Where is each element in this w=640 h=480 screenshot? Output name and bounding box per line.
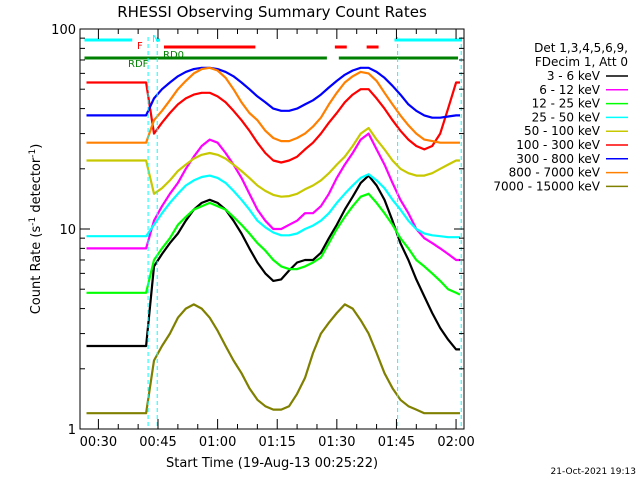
vertical-line-layer — [147, 37, 462, 429]
legend-label-6: 100 - 300 keV — [516, 138, 600, 152]
x-tick-label: 01:45 — [378, 435, 415, 450]
legend-label-8: 800 - 7000 keV — [509, 166, 601, 180]
flag-layer: NF RD0 RDF — [84, 34, 463, 70]
series-line-4 — [86, 173, 460, 239]
x-tick-label: 01:30 — [318, 435, 355, 450]
series-line-3 — [86, 192, 461, 296]
series-line-8 — [86, 66, 460, 144]
flag-label-n: N — [152, 34, 159, 45]
series-line-5 — [86, 126, 460, 198]
legend-label-4: 25 - 50 keV — [532, 110, 601, 124]
y-tick-label: 10 — [59, 223, 76, 238]
legend-label-1: 3 - 6 keV — [547, 69, 601, 83]
y-tick-label: 100 — [51, 23, 76, 38]
x-tick-label: 00:45 — [139, 435, 176, 450]
legend-label-5: 50 - 100 keV — [524, 124, 601, 138]
legend-label-7: 300 - 800 keV — [516, 152, 600, 166]
x-tick-label: 00:30 — [80, 435, 117, 450]
y-axis-label-mid: detector — [29, 157, 44, 217]
x-axis-label: Start Time (19-Aug-13 00:25:22) — [166, 456, 378, 471]
legend-label-2: 6 - 12 keV — [539, 83, 601, 97]
legend: Det 1,3,4,5,6,9, FDecim 1, Att 0 3 - 6 k… — [493, 41, 628, 193]
legend-label-9: 7000 - 15000 keV — [493, 179, 600, 193]
series-line-7 — [86, 66, 460, 119]
footer-date: 21-Oct-2021 19:13 — [551, 467, 636, 477]
legend-header-2: FDecim 1, Att 0 — [535, 55, 628, 69]
x-tick-label: 01:15 — [258, 435, 295, 450]
flag-label-rd0: RD0 — [163, 50, 184, 61]
y-axis-label-sup2: -1 — [28, 149, 38, 158]
flag-label-f: F — [137, 41, 143, 52]
y-tick-layer: 1 10 100 — [51, 23, 464, 438]
legend-label-3: 12 - 25 keV — [532, 97, 601, 111]
legend-header-1: Det 1,3,4,5,6,9, — [534, 41, 628, 55]
y-axis-label-main: Count Rate (s — [29, 226, 44, 315]
chart-title: RHESSI Observing Summary Count Rates — [117, 3, 427, 21]
x-tick-label: 02:00 — [437, 435, 474, 450]
series-line-6 — [86, 81, 460, 164]
flag-label-rdf: RDF — [128, 59, 149, 70]
y-tick-label: 1 — [68, 423, 76, 438]
x-tick-label: 01:00 — [199, 435, 236, 450]
series-line-9 — [86, 303, 460, 415]
y-axis-label-sup: -1 — [28, 217, 38, 226]
series-line-1 — [86, 174, 460, 351]
series-line-2 — [86, 132, 460, 262]
y-axis-label-end: ) — [29, 144, 44, 149]
series-layer — [86, 66, 461, 415]
y-axis-label: Count Rate (s-1 detector-1) — [28, 144, 44, 315]
x-tick-layer: 00:30 00:45 01:00 01:15 01:30 01:45 02:00 — [80, 29, 475, 450]
